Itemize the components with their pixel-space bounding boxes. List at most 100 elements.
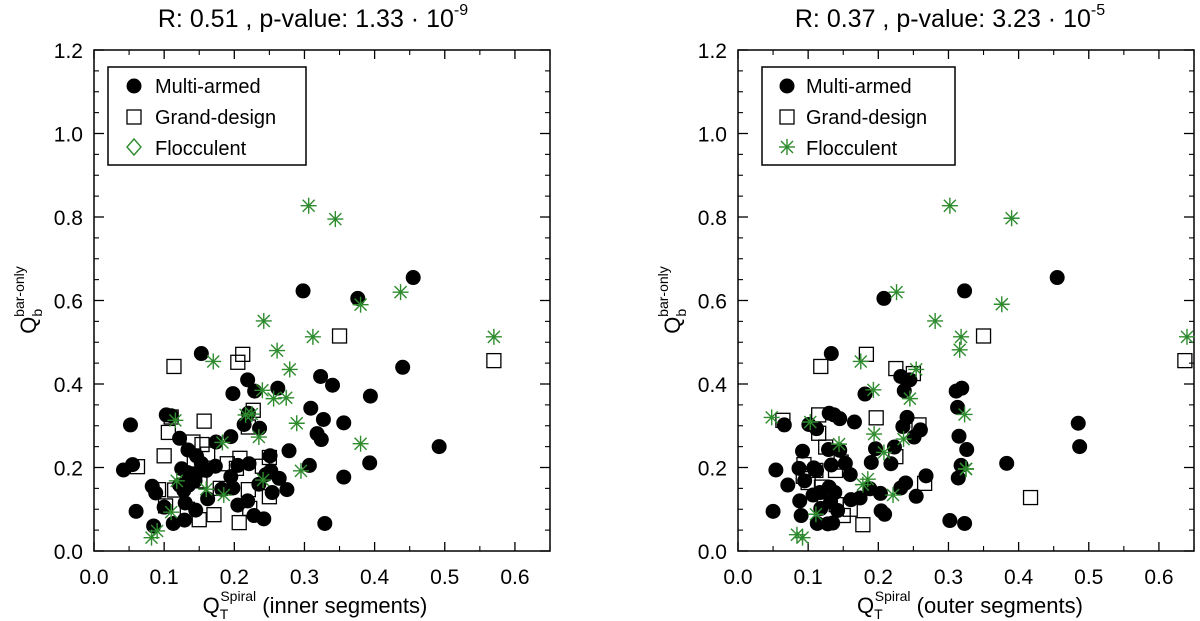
right-x-tick-label: 0.3: [934, 566, 963, 589]
right-flocculent-point: [831, 436, 848, 453]
left-flocculent-point: [149, 522, 166, 539]
right-x-tick-label: 0.1: [794, 566, 823, 589]
left-multi-armed-point: [313, 368, 329, 384]
right-legend: Multi-armed Grand-design Flocculent: [761, 66, 956, 166]
left-title-main: R: 0.51 , p-value: 1.33 · 10: [158, 5, 454, 33]
left-y-tick-label: 0.2: [54, 458, 83, 481]
right-multi-armed-point: [895, 419, 911, 435]
right-x-tick-label: 0.2: [864, 566, 893, 589]
right-multi-armed-point: [883, 456, 899, 472]
right-flocculent-point: [956, 406, 973, 423]
left-multi-armed-point: [122, 417, 138, 433]
right-grand-design-point: [858, 346, 875, 363]
left-grand-design-point: [331, 328, 348, 344]
right-chart-title: R: 0.37 , p-value: 3.23 · 10-5: [795, 2, 1105, 33]
left-y-tick-label: 1.0: [54, 124, 83, 147]
left-xlabel-sup: Spiral: [220, 588, 256, 604]
right-flocculent-point: [866, 426, 883, 443]
left-chart-title: R: 0.51 , p-value: 1.33 · 10-9: [158, 2, 468, 33]
right-multi-armed-point: [852, 490, 868, 506]
left-multi-armed-point: [256, 511, 272, 527]
right-multi-armed-point: [1049, 270, 1065, 286]
right-multi-armed-point: [957, 283, 973, 299]
left-flocculent-point: [288, 415, 305, 432]
right-flocculent-point: [1178, 328, 1195, 345]
right-x-tick-label: 0.5: [1074, 566, 1103, 589]
right-flocculent-point: [875, 444, 892, 461]
right-multi-armed-point: [876, 290, 892, 306]
right-x-tick-label: 0.6: [1144, 566, 1173, 589]
left-legend-multi-armed-label: Multi-armed: [155, 76, 261, 98]
left-legend-grand-design-label: Grand-design: [155, 107, 276, 129]
right-legend-grand-design-marker: [779, 109, 795, 125]
right-title-exponent: -5: [1091, 2, 1105, 19]
left-multi-armed-point: [350, 290, 366, 306]
left-x-tick-label: 0.0: [79, 566, 108, 589]
left-multi-armed-point: [240, 372, 256, 388]
left-x-tick-label: 0.4: [360, 566, 390, 589]
left-x-axis-label: QT Spiral (inner segments): [203, 588, 428, 621]
left-grand-design-point: [156, 448, 172, 464]
left-multi-armed-point: [188, 502, 204, 518]
left-multi-armed-point: [325, 377, 341, 393]
right-multi-armed-point: [823, 457, 839, 473]
right-flocculent-point: [1003, 210, 1020, 227]
right-legend-multi-armed-marker: [779, 78, 795, 94]
left-grand-design-point: [231, 514, 247, 531]
right-multi-armed-point: [954, 380, 970, 396]
right-xlabel-rest: (outer segments): [911, 593, 1083, 618]
right-y-tick-label: 0.8: [698, 207, 727, 230]
right-multi-armed-point: [959, 442, 975, 458]
left-y-tick-label: 1.2: [54, 40, 83, 63]
left-grand-design-point: [166, 358, 182, 375]
right-multi-armed-point: [830, 503, 846, 519]
right-multi-armed-point: [793, 508, 809, 524]
left-grand-design-point: [206, 507, 222, 523]
right-ylabel-sup: bar-only: [655, 266, 671, 317]
right-multi-armed-point: [791, 460, 807, 476]
right-flocculent-point: [927, 312, 944, 329]
left-flocculent-point: [237, 406, 254, 423]
left-multi-armed-point: [187, 473, 203, 489]
right-multi-armed-point: [957, 515, 973, 531]
right-grand-design-point: [868, 410, 884, 426]
right-multi-armed-point: [1070, 415, 1086, 431]
left-y-tick-label: 0.4: [54, 374, 84, 397]
right-flocculent-point: [951, 341, 968, 358]
left-multi-armed-point: [240, 493, 256, 509]
left-flocculent-point: [352, 435, 369, 452]
left-xlabel-sub: T: [220, 606, 229, 621]
right-multi-armed-point: [1072, 439, 1088, 455]
right-xlabel-sup: Spiral: [875, 588, 911, 604]
left-flocculent-point: [265, 390, 282, 407]
left-flocculent-point: [255, 312, 272, 329]
left-multi-armed-point: [281, 443, 297, 459]
right-flocculent-point: [763, 409, 780, 426]
right-multi-armed-point: [872, 485, 888, 501]
right-xlabel-sub: T: [874, 606, 883, 621]
left-grand-design-point: [230, 354, 246, 370]
right-flocculent-point: [888, 284, 905, 301]
right-flocculent-point: [901, 390, 918, 407]
left-grand-design-point: [235, 346, 251, 363]
left-multi-armed-point: [295, 283, 311, 299]
right-multi-armed-point: [820, 516, 836, 532]
right-flocculent-point: [865, 381, 882, 398]
left-x-tick-label: 0.3: [290, 566, 319, 589]
left-flocculent-point: [327, 211, 344, 228]
right-xlabel-base: Q: [857, 593, 874, 618]
left-flocculent-point: [304, 328, 321, 345]
left-ylabel-base: Q: [16, 317, 41, 334]
left-multi-armed-point: [262, 448, 278, 464]
right-flocculent-point: [993, 296, 1010, 313]
left-multi-armed-point: [301, 457, 317, 473]
right-multi-armed-point: [842, 467, 858, 483]
right-grand-design-point: [855, 517, 871, 533]
right-multi-armed-point: [886, 439, 902, 455]
right-multi-armed-point: [797, 473, 813, 489]
left-flocculent-point: [214, 434, 231, 451]
left-flocculent-point: [215, 487, 232, 504]
right-y-tick-label: 0.2: [698, 458, 727, 481]
right-multi-armed-point: [837, 455, 853, 471]
